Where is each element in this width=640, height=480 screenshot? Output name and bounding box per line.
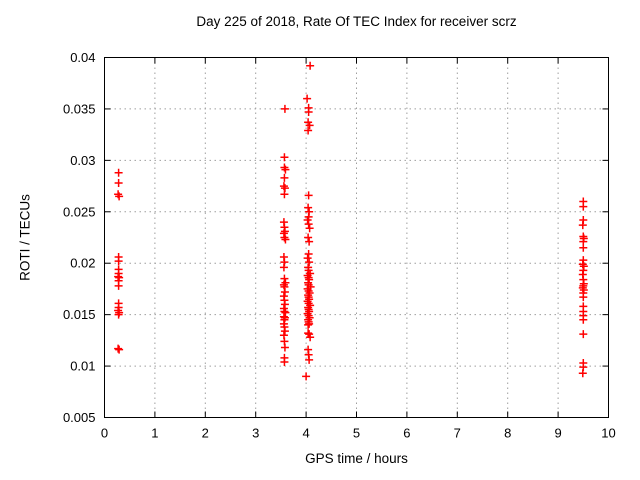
x-tick-label: 8	[504, 426, 511, 441]
data-point	[305, 355, 314, 364]
data-point	[280, 153, 289, 162]
data-point	[280, 327, 289, 336]
data-point	[304, 233, 313, 242]
data-point	[304, 126, 313, 135]
data-point	[579, 202, 588, 211]
data-point	[114, 281, 123, 290]
data-point	[114, 178, 123, 187]
y-tick-label: 0.025	[63, 204, 96, 219]
x-tick-label: 3	[252, 426, 259, 441]
x-tick-label: 5	[353, 426, 360, 441]
data-point	[280, 173, 289, 182]
data-point	[280, 357, 289, 366]
x-tick-label: 9	[554, 426, 561, 441]
x-tick-label: 6	[403, 426, 410, 441]
data-point	[281, 235, 290, 244]
data-point	[305, 121, 314, 130]
data-point	[304, 249, 313, 258]
data-point	[280, 104, 289, 113]
data-point	[306, 61, 315, 70]
data-point	[114, 257, 123, 266]
data-point	[114, 168, 123, 177]
data-point	[305, 258, 314, 267]
data-point	[114, 344, 123, 353]
chart-title: Day 225 of 2018, Rate Of TEC Index for r…	[196, 14, 517, 29]
x-tick-label: 0	[101, 426, 108, 441]
x-tick-label: 10	[601, 426, 615, 441]
y-tick-label: 0.005	[63, 410, 96, 425]
x-tick-label: 4	[302, 426, 309, 441]
data-point	[303, 254, 312, 263]
data-point	[305, 319, 314, 328]
data-point	[579, 293, 588, 302]
data-point	[579, 243, 588, 252]
data-point	[304, 220, 313, 229]
y-tick-label: 0.01	[70, 359, 95, 374]
data-point	[578, 221, 587, 230]
y-tick-label: 0.02	[70, 256, 95, 271]
data-point	[280, 288, 289, 297]
data-point	[304, 203, 313, 212]
y-tick-label: 0.03	[70, 153, 95, 168]
x-tick-label: 7	[454, 426, 461, 441]
data-point	[305, 224, 314, 233]
y-tick-label: 0.035	[63, 101, 96, 116]
data-point	[579, 315, 588, 324]
data-point	[304, 108, 313, 117]
data-point	[578, 369, 587, 378]
data-point	[303, 216, 312, 225]
data-point	[579, 330, 588, 339]
data-point	[281, 165, 290, 174]
y-tick-label: 0.015	[63, 307, 96, 322]
data-point	[306, 333, 315, 342]
data-point	[304, 329, 313, 338]
data-point	[280, 190, 289, 199]
data-point	[303, 94, 312, 103]
data-point	[305, 237, 314, 246]
x-tick-label: 1	[151, 426, 158, 441]
data-point	[115, 192, 124, 201]
data-point	[302, 372, 311, 381]
data-point	[114, 310, 123, 319]
data-point	[279, 263, 288, 272]
data-point	[280, 343, 289, 352]
data-point	[280, 300, 289, 309]
data-point	[115, 345, 124, 354]
data-point	[304, 320, 313, 329]
y-tick-label: 0.04	[70, 50, 95, 65]
data-point	[304, 191, 313, 200]
x-axis-title: GPS time / hours	[305, 451, 408, 466]
x-tick-label: 2	[202, 426, 209, 441]
